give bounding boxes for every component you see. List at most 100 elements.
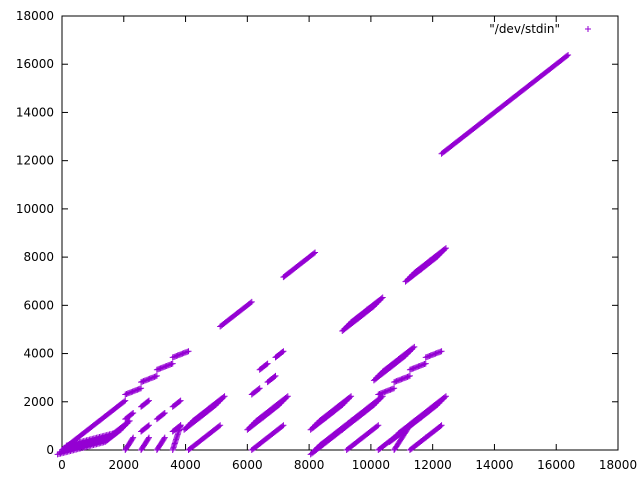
data-point xyxy=(144,423,151,430)
x-tick-label: 6000 xyxy=(232,458,263,472)
data-point xyxy=(130,434,137,441)
data-point xyxy=(255,386,262,393)
x-tick-labels: 0 2000 4000 6000 8000 10000 12000 14000 16000 180… xyxy=(58,458,637,472)
data-point xyxy=(279,349,286,356)
data-point xyxy=(375,422,382,429)
legend-marker xyxy=(585,26,591,32)
data-point xyxy=(129,435,136,442)
data-point xyxy=(161,409,168,416)
data-point xyxy=(442,393,449,400)
data-points xyxy=(54,51,572,458)
data-point xyxy=(437,423,444,430)
data-point xyxy=(441,394,448,401)
legend: "/dev/stdin" xyxy=(489,22,591,36)
y-tick-label: 18000 xyxy=(16,9,54,23)
data-point xyxy=(176,398,183,405)
data-point xyxy=(161,435,168,442)
data-point xyxy=(145,434,152,441)
data-point xyxy=(379,294,386,301)
data-point xyxy=(279,423,286,430)
data-point xyxy=(160,410,167,417)
data-point xyxy=(176,423,183,430)
y-tick-label: 0 xyxy=(46,443,54,457)
y-tick-label: 8000 xyxy=(23,250,54,264)
x-tick-label: 14000 xyxy=(475,458,513,472)
data-point xyxy=(177,397,184,404)
data-point xyxy=(153,372,160,379)
data-point xyxy=(121,398,128,405)
data-point xyxy=(391,385,398,392)
x-tick-label: 12000 xyxy=(414,458,452,472)
y-tick-label: 14000 xyxy=(16,105,54,119)
data-point xyxy=(216,423,223,430)
data-point xyxy=(441,245,448,252)
data-point xyxy=(374,423,381,430)
data-point xyxy=(565,51,572,58)
data-point xyxy=(138,385,145,392)
y-tick-labels: 0 2000 4000 6000 8000 10000 12000 14000 16000 180… xyxy=(16,9,54,457)
x-tick-label: 10000 xyxy=(352,458,390,472)
data-point xyxy=(145,422,152,429)
tick-marks xyxy=(61,15,619,451)
data-point xyxy=(144,398,151,405)
x-tick-label: 18000 xyxy=(599,458,637,472)
data-point xyxy=(271,373,278,380)
data-point xyxy=(126,417,133,424)
data-point xyxy=(310,250,317,257)
y-tick-label: 4000 xyxy=(23,347,54,361)
data-point xyxy=(563,52,570,59)
data-point xyxy=(438,422,445,429)
x-tick-label: 0 xyxy=(58,458,66,472)
data-point xyxy=(280,348,287,355)
x-tick-label: 2000 xyxy=(109,458,140,472)
data-point xyxy=(346,418,353,425)
data-point xyxy=(264,360,271,367)
data-point xyxy=(410,418,417,425)
data-point xyxy=(221,393,228,400)
y-tick-label: 2000 xyxy=(23,395,54,409)
data-point xyxy=(185,348,192,355)
data-point xyxy=(248,298,255,305)
data-point xyxy=(122,397,129,404)
data-point xyxy=(284,393,291,400)
data-point xyxy=(280,422,287,429)
data-point xyxy=(411,343,418,350)
y-tick-label: 6000 xyxy=(23,298,54,312)
data-point xyxy=(256,385,263,392)
data-point xyxy=(312,249,319,256)
y-tick-label: 10000 xyxy=(16,202,54,216)
data-point xyxy=(272,372,279,379)
x-tick-label: 4000 xyxy=(170,458,201,472)
data-point xyxy=(346,394,353,401)
data-point xyxy=(129,410,136,417)
data-point xyxy=(442,245,449,252)
data-point xyxy=(348,417,355,424)
data-point xyxy=(220,394,227,401)
data-point xyxy=(585,26,591,32)
data-point xyxy=(125,418,132,425)
y-tick-label: 12000 xyxy=(16,154,54,168)
data-point xyxy=(145,435,152,442)
data-point xyxy=(378,295,385,302)
data-point xyxy=(217,422,224,429)
data-point xyxy=(247,299,254,306)
x-tick-label: 16000 xyxy=(537,458,575,472)
data-point xyxy=(283,394,290,401)
y-tick-label: 16000 xyxy=(16,57,54,71)
data-point xyxy=(379,393,386,400)
data-point xyxy=(177,422,184,429)
data-point xyxy=(161,434,168,441)
data-point xyxy=(406,372,413,379)
data-point xyxy=(263,361,270,368)
data-point xyxy=(438,348,445,355)
data-point xyxy=(169,360,176,367)
data-point xyxy=(145,397,152,404)
data-point xyxy=(378,394,385,401)
data-point xyxy=(130,409,137,416)
plot-frame xyxy=(61,15,619,451)
data-point xyxy=(348,393,355,400)
data-point xyxy=(411,417,418,424)
legend-label: "/dev/stdin" xyxy=(489,22,560,36)
x-tick-label: 8000 xyxy=(294,458,325,472)
